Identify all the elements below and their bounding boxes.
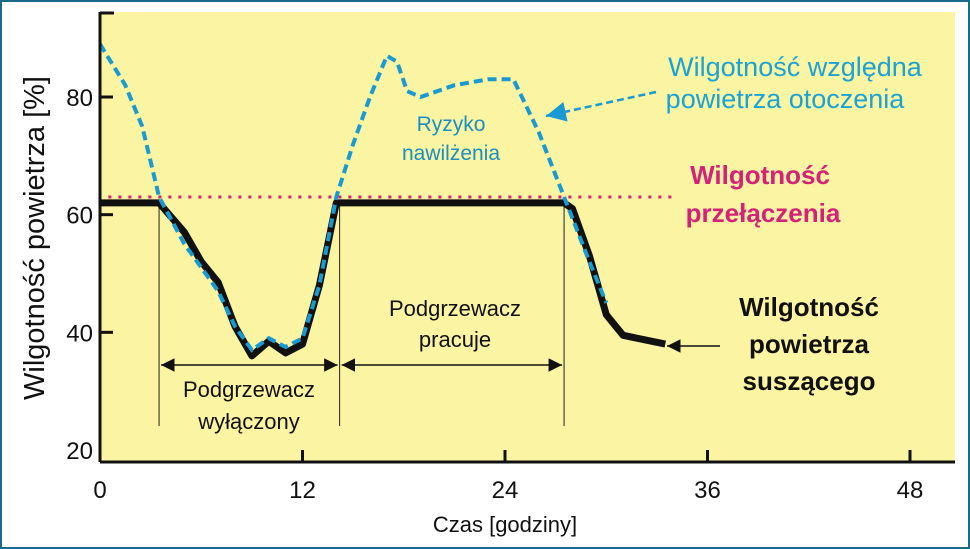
risk-label-line2: nawilżenia xyxy=(402,142,500,165)
heater-on-label-line2: pracuje xyxy=(419,327,491,352)
x-tick-label: 24 xyxy=(492,477,519,504)
x-tick-label: 36 xyxy=(694,477,721,504)
y-tick-label: 20 xyxy=(66,438,93,465)
legend-ambient-line1: Wilgotność względna xyxy=(668,52,923,82)
x-tick-label: 0 xyxy=(93,477,106,504)
x-tick-label: 12 xyxy=(289,477,316,504)
axis-ticks: 0 12 24 36 48 20 40 60 80 xyxy=(66,85,923,504)
annotation-guides xyxy=(158,202,565,426)
risk-label-line1: Ryzyko xyxy=(417,113,486,136)
legend-drying-line2: powietrza xyxy=(749,329,869,359)
legend-switch-line1: Wilgotność xyxy=(690,160,830,190)
series-layer xyxy=(98,43,674,360)
legend-drying-line3: suszącego xyxy=(743,366,876,396)
plot-background xyxy=(100,12,955,462)
y-tick-label: 80 xyxy=(66,85,93,112)
legend-ambient-arrow xyxy=(545,90,657,122)
series-ambient-line xyxy=(98,43,609,353)
y-tick-label: 40 xyxy=(66,320,93,347)
legend-switch-line2: przełączenia xyxy=(686,198,841,228)
heater-off-label-line1: Podgrzewacz xyxy=(183,377,315,402)
legend-ambient-line2: powietrza otoczenia xyxy=(666,84,906,114)
x-axis-label: Czas [godziny] xyxy=(433,512,577,537)
legend-drying-line1: Wilgotność xyxy=(739,292,879,322)
x-tick-label: 48 xyxy=(897,477,924,504)
y-axis-label: Wilgotność powietrza [%] xyxy=(19,76,51,400)
heater-off-label-line2: wyłączony xyxy=(197,409,299,434)
y-tick-label: 60 xyxy=(66,203,93,230)
heater-on-label-line1: Podgrzewacz xyxy=(389,296,521,321)
